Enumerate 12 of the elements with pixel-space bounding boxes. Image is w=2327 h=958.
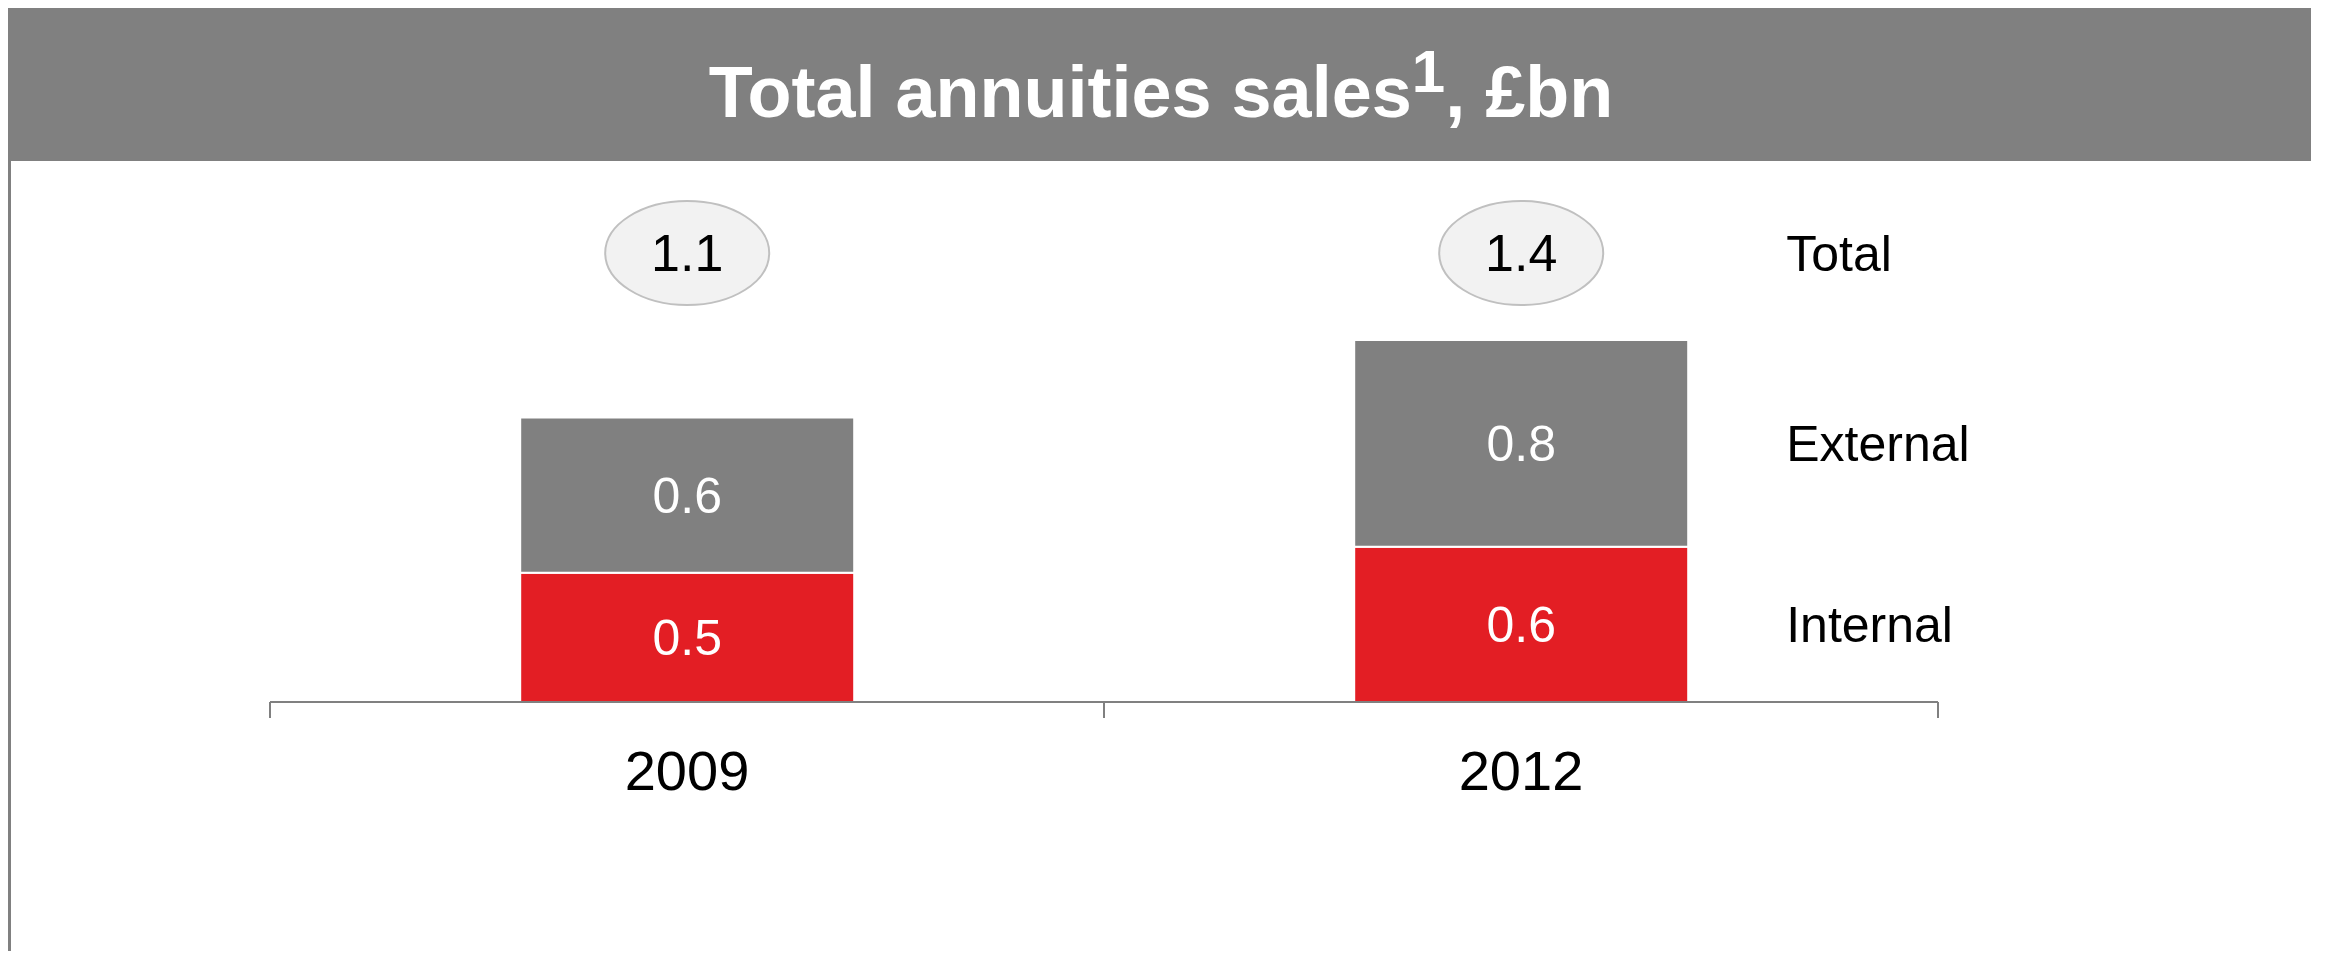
data-label: 0.6 bbox=[1486, 597, 1556, 654]
data-label: 0.6 bbox=[652, 468, 722, 525]
series-label: External bbox=[1786, 416, 1970, 473]
data-label: 0.5 bbox=[652, 610, 722, 667]
x-tick-label: 2009 bbox=[624, 739, 750, 802]
series-label: Internal bbox=[1786, 597, 1953, 654]
total-label: 1.1 bbox=[651, 224, 724, 282]
total-label: 1.4 bbox=[1485, 224, 1558, 282]
text: Total bbox=[1786, 226, 1892, 282]
data-label: 0.8 bbox=[1486, 416, 1556, 473]
chart-title: Total annuities sales$^{1}$, £bn bbox=[708, 36, 1614, 133]
x-tick-label: 2012 bbox=[1458, 739, 1584, 802]
